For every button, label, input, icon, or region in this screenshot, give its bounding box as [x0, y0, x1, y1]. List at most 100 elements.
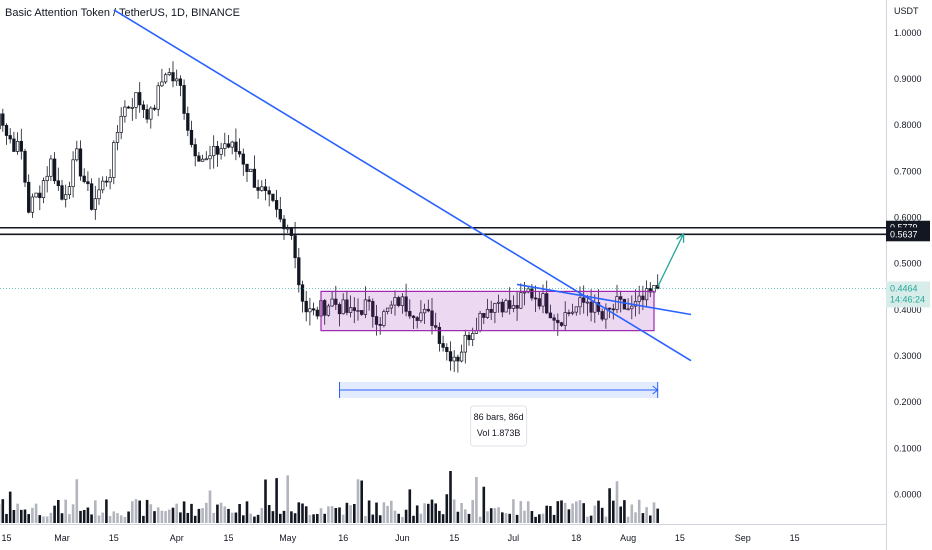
volume-bar — [567, 509, 571, 523]
candle-body-down — [274, 200, 279, 210]
volume-bar — [597, 500, 600, 523]
volume-bar — [134, 499, 138, 523]
candle — [12, 131, 16, 152]
candle-body-down — [397, 297, 401, 306]
volume-bar — [456, 511, 460, 523]
volume-bar — [608, 488, 611, 523]
volume-bar — [138, 500, 141, 523]
volume-bar — [119, 515, 123, 523]
volume-bar — [486, 511, 489, 523]
time-tick-label: 15 — [223, 533, 233, 543]
candle-body-down — [641, 295, 645, 301]
volume-bar — [467, 513, 471, 523]
volume-bar — [600, 507, 604, 523]
candle-body-down — [182, 85, 186, 114]
candle — [260, 180, 264, 192]
candle — [97, 177, 101, 205]
candle — [23, 148, 27, 188]
volume-bar — [626, 516, 630, 523]
volume-bar — [508, 513, 511, 523]
volume-bar — [27, 514, 30, 523]
candle-body-down — [293, 235, 297, 259]
candle-body-down — [297, 257, 301, 286]
volume-bar — [123, 516, 127, 523]
candle — [426, 299, 430, 313]
volume-bar — [297, 502, 301, 523]
volume-bar — [656, 508, 659, 523]
candle — [219, 142, 223, 160]
volume-bar — [452, 499, 456, 523]
projection-arrow[interactable] — [657, 233, 685, 288]
price-level-tag-label: 0.5637 — [890, 229, 918, 239]
volume-bar — [475, 477, 478, 523]
volume-bar — [341, 514, 345, 523]
candle — [263, 178, 268, 201]
candle-body-up — [134, 92, 138, 108]
candle — [389, 300, 393, 315]
volume-bar — [556, 501, 560, 523]
candle — [441, 335, 445, 352]
candle — [533, 285, 538, 312]
time-tick-label: Aug — [620, 533, 636, 543]
candle — [34, 192, 38, 198]
volume-bar — [290, 511, 293, 523]
volume-bar — [645, 507, 648, 523]
candle — [311, 302, 316, 316]
volume-bar — [68, 514, 71, 523]
candle — [212, 135, 216, 169]
candle — [89, 178, 94, 211]
candle-body-down — [245, 163, 249, 172]
candle — [134, 92, 138, 120]
candle — [467, 331, 471, 346]
volume-bar — [612, 500, 615, 523]
volume-bar — [445, 494, 449, 523]
candle-body-down — [315, 309, 319, 317]
candle — [415, 315, 419, 329]
volume-bar — [271, 511, 275, 523]
candle-body-up — [385, 307, 390, 312]
candle-body-down — [482, 312, 486, 318]
volume-bar — [116, 513, 119, 523]
candle — [504, 298, 508, 313]
candle-body-up — [219, 148, 223, 155]
candle — [108, 168, 112, 190]
date-range-bars-label: 86 bars, 86d — [474, 412, 524, 422]
trendline[interactable] — [113, 9, 692, 362]
candle-body-down — [619, 296, 623, 300]
price-tick-label: 0.0000 — [894, 490, 922, 500]
volume-bar — [242, 515, 245, 523]
candle-body-up — [504, 300, 508, 313]
volume-bar — [75, 479, 79, 523]
candle — [145, 104, 149, 124]
candle-body-up — [93, 198, 97, 210]
candle-body-down — [145, 109, 149, 120]
candle-body-down — [193, 144, 197, 157]
price-tick-label: 0.6000 — [894, 213, 922, 223]
candle — [341, 293, 345, 315]
volume-bar — [382, 502, 386, 523]
volume-bar — [212, 512, 215, 523]
candle-body-down — [408, 311, 412, 317]
trendline[interactable] — [516, 283, 692, 316]
price-tick-label: 1.0000 — [894, 28, 922, 38]
candle-body-down — [448, 351, 453, 362]
volume-bar — [393, 510, 397, 523]
candle-body-up — [585, 301, 590, 304]
volume-bar — [160, 510, 164, 523]
candle-body-down — [611, 308, 615, 311]
volume-bar — [482, 486, 486, 523]
candle-body-down — [1, 113, 5, 126]
volume-bar — [334, 507, 338, 523]
candle-body-up — [167, 72, 171, 76]
last-price-tag-label: 0.4464 — [890, 283, 918, 293]
candle — [67, 181, 72, 200]
consolidation-range-box[interactable] — [320, 290, 655, 332]
candle — [271, 193, 275, 203]
candle-body-down — [345, 299, 349, 313]
candle — [630, 295, 634, 320]
candle — [30, 193, 35, 218]
last-price-tag — [886, 281, 930, 308]
candle-body-up — [644, 288, 649, 301]
candle — [500, 298, 504, 318]
